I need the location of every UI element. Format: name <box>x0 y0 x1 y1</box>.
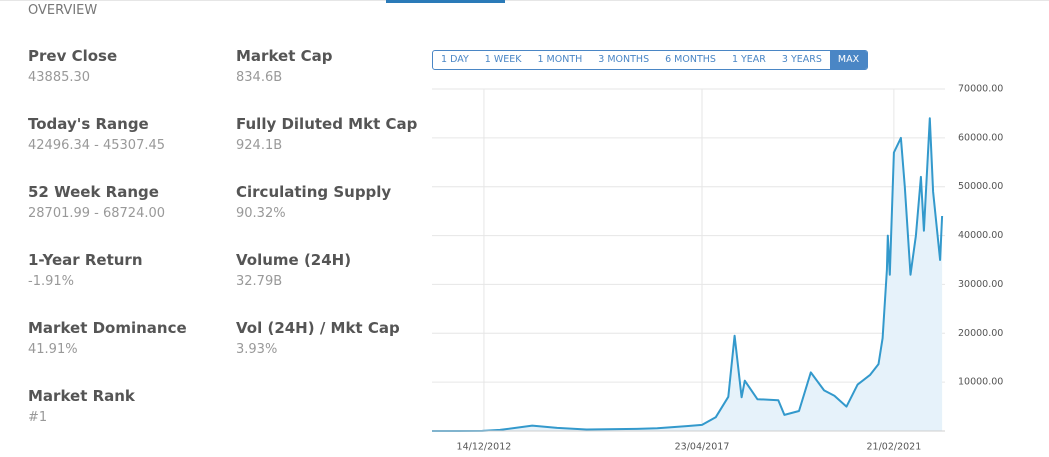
area <box>432 118 943 432</box>
stat-value: 924.1B <box>236 138 283 153</box>
stat-label: 52 Week Range <box>28 183 159 201</box>
stat-label: Market Cap <box>236 47 333 65</box>
stat: Fully Diluted Mkt Cap 924.1B <box>236 115 417 153</box>
range-button[interactable]: 1 DAY <box>441 54 469 65</box>
y-tick-label: 10000.00 <box>958 377 1003 388</box>
stat-label: 1-Year Return <box>28 251 143 269</box>
range-button[interactable]: 3 YEARS <box>781 54 822 65</box>
range-button[interactable]: 3 MONTHS <box>598 54 650 65</box>
line <box>432 117 944 432</box>
stat-value: 43885.30 <box>28 70 91 85</box>
stat-value: -1.91% <box>28 274 74 289</box>
stat-label: Market Rank <box>28 387 135 405</box>
stat-label: Circulating Supply <box>236 183 392 201</box>
y-tick-label: 70000.00 <box>958 84 1003 95</box>
x-tick-label: 23/04/2017 <box>675 442 730 453</box>
stat-value: #1 <box>28 410 48 425</box>
stat-value: 32.79B <box>236 274 283 289</box>
stat-label: Vol (24H) / Mkt Cap <box>236 319 400 337</box>
stat-label: Today's Range <box>28 115 149 133</box>
y-tick-label: 30000.00 <box>958 279 1003 290</box>
y-tick-label: 50000.00 <box>958 181 1003 192</box>
range-button[interactable]: 1 MONTH <box>537 54 583 65</box>
stat-value: 42496.34 - 45307.45 <box>28 138 166 153</box>
stat: Market Dominance 41.91% <box>28 319 187 357</box>
stat-label: Prev Close <box>28 47 118 65</box>
stat: Market Rank #1 <box>28 387 135 425</box>
section-title: OVERVIEW <box>28 3 98 18</box>
stat-label: Fully Diluted Mkt Cap <box>236 115 418 133</box>
x-tick-label: 14/12/2012 <box>457 442 512 453</box>
stat: Market Cap 834.6B <box>236 47 332 85</box>
stat-value: 41.91% <box>28 342 78 357</box>
active-tab-indicator <box>386 0 505 3</box>
stat-value: 28701.99 - 68724.00 <box>28 206 166 221</box>
range-button[interactable]: MAX <box>829 51 868 69</box>
y-tick-label: 60000.00 <box>958 132 1003 143</box>
range-button[interactable]: 6 MONTHS <box>665 54 716 65</box>
top-border <box>0 0 1049 1</box>
stat: Circulating Supply 90.32% <box>236 183 391 221</box>
y-tick-label: 40000.00 <box>958 230 1003 241</box>
stat-label: Market Dominance <box>28 319 187 337</box>
stat: 1-Year Return -1.91% <box>28 251 143 289</box>
stat-value: 3.93% <box>236 342 278 357</box>
x-tick-label: 21/02/2021 <box>866 442 921 453</box>
stat-value: 834.6B <box>236 70 283 85</box>
stat-label: Volume (24H) <box>236 251 352 269</box>
stat: Vol (24H) / Mkt Cap 3.93% <box>236 319 400 357</box>
range-button[interactable]: 1 WEEK <box>484 54 522 65</box>
stat: Volume (24H) 32.79B <box>236 251 351 289</box>
range-selector: 1 DAY 1 WEEK 1 MONTH 3 MONTHS 6 MONTHS 1 YEAR… <box>432 50 869 70</box>
stat: 52 Week Range 28701.99 - 68724.00 <box>28 183 165 221</box>
stat-value: 90.32% <box>236 206 286 221</box>
range-button[interactable]: 1 YEAR <box>731 54 766 65</box>
stat: Today's Range 42496.34 - 45307.45 <box>28 115 165 153</box>
stat: Prev Close 43885.30 <box>28 47 117 85</box>
y-tick-label: 20000.00 <box>958 328 1003 339</box>
